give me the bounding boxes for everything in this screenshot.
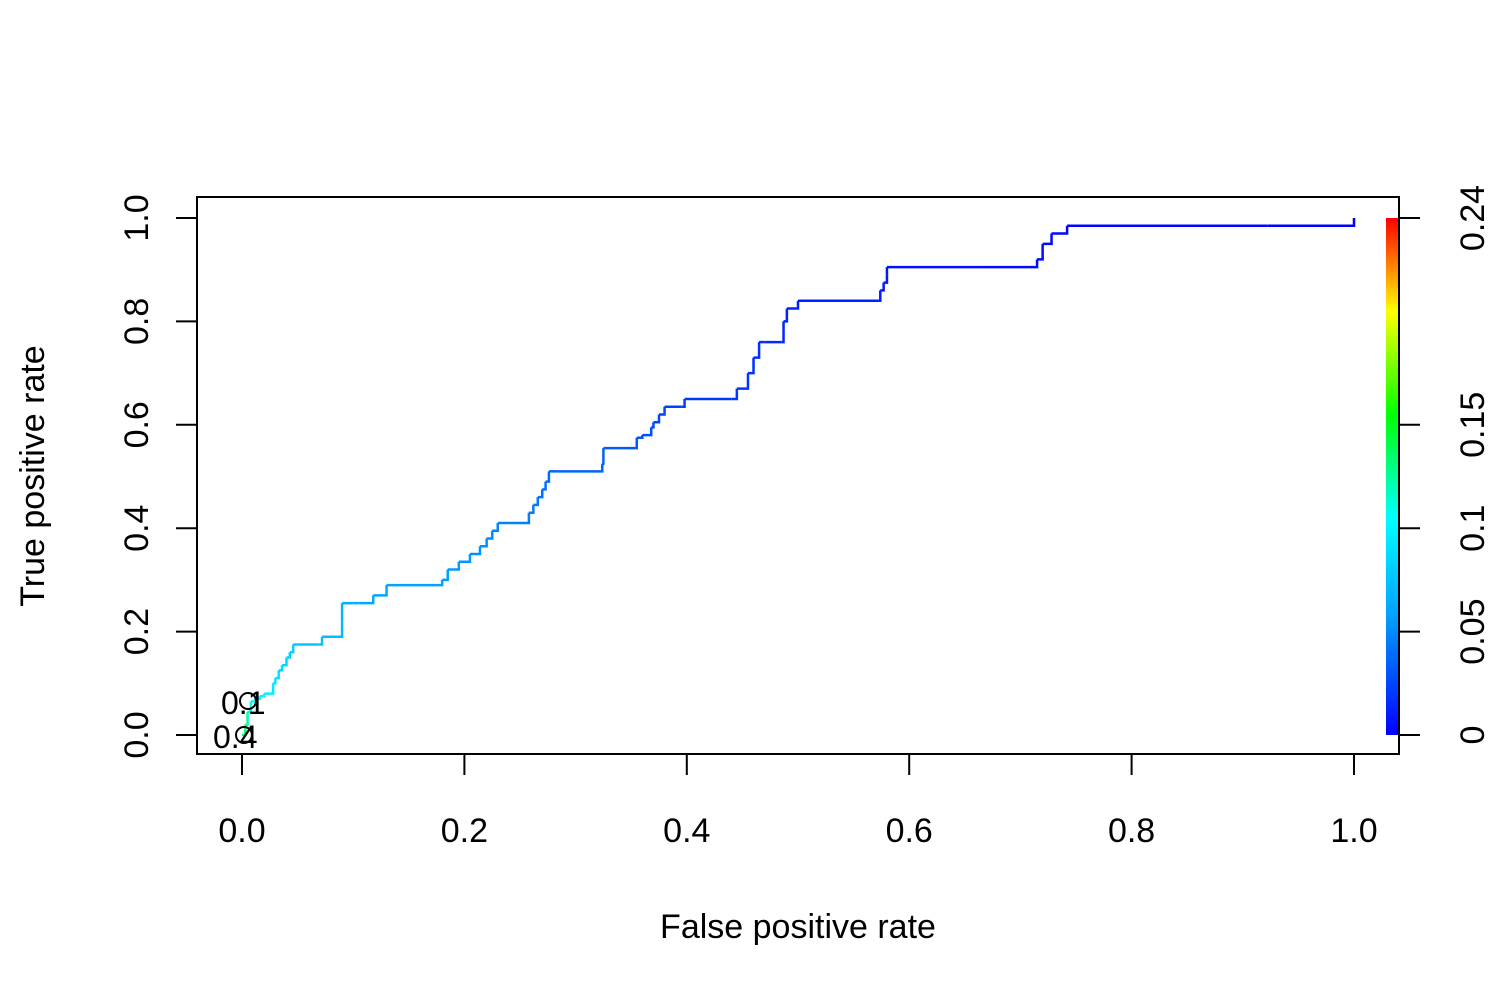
roc-segment-9 [275, 670, 280, 680]
roc-segment-50 [681, 398, 686, 408]
roc-segment-16 [319, 636, 324, 646]
roc-segment-27 [458, 554, 472, 564]
y-axis: 0.0 0.2 0.4 0.6 0.8 1.0 [118, 194, 197, 759]
x-tick-label-1: 0.2 [441, 812, 488, 850]
roc-segment-59 [783, 308, 789, 323]
roc-segment-53 [736, 373, 750, 390]
colorbar-tick-label-1: 0.05 [1454, 599, 1492, 665]
roc-segment-62 [878, 290, 882, 302]
roc-segment-7 [269, 683, 275, 695]
colorbar-tick-label-4: 0.24 [1454, 185, 1492, 251]
y-tick-label-4: 0.8 [118, 298, 156, 345]
roc-segment-41 [602, 448, 605, 465]
roc-segment-45 [642, 427, 653, 437]
colorbar-axis: 0 0.05 0.1 0.15 0.24 [1398, 185, 1492, 745]
roc-segment-44 [636, 435, 644, 439]
y-tick-label-5: 1.0 [118, 194, 156, 241]
roc-segment-31 [492, 523, 500, 533]
start-markers: 0.1 0.4 [213, 685, 265, 755]
colorbar-tick-label-0: 0 [1454, 726, 1492, 745]
threshold-label-lower: 0.4 [213, 719, 257, 755]
roc-segment-69 [1042, 233, 1053, 246]
roc-segment-35 [533, 497, 540, 507]
roc-segment-30 [486, 530, 494, 540]
roc-segment-72 [1267, 218, 1356, 228]
threshold-label-upper: 0.1 [221, 685, 265, 721]
x-tick-label-3: 0.6 [886, 812, 933, 850]
roc-segment-26 [447, 561, 461, 571]
roc-segment-1 [245, 711, 249, 726]
colorbar-tick-label-2: 0.1 [1454, 505, 1492, 552]
roc-segment-34 [528, 504, 535, 514]
roc-segment-23 [373, 585, 388, 597]
roc-segment-67 [981, 259, 1039, 269]
roc-segment-68 [1037, 243, 1044, 261]
roc-segment-11 [282, 657, 288, 667]
roc-segment-40 [558, 463, 604, 473]
roc-segment-8 [273, 678, 277, 685]
roc-segment-55 [753, 342, 761, 359]
colorbar [1386, 218, 1398, 735]
x-tick-label-0: 0.0 [218, 812, 265, 850]
roc-segment-29 [479, 538, 488, 548]
threshold-marker-upper [239, 692, 257, 710]
roc-segment-12 [286, 652, 292, 659]
x-tick-label-5: 1.0 [1330, 812, 1377, 850]
roc-segment-38 [545, 471, 551, 483]
roc-segment-52 [731, 388, 739, 401]
threshold-marker-lower [235, 726, 253, 744]
roc-segment-63 [880, 282, 885, 292]
x-tick-label-2: 0.4 [663, 812, 710, 850]
roc-segment-18 [337, 621, 344, 639]
plot-frame [196, 196, 1400, 755]
roc-segment-70 [1051, 225, 1069, 235]
y-axis-label: True positive rate [14, 345, 52, 606]
roc-segment-37 [542, 481, 547, 491]
roc-segment-25 [442, 569, 449, 582]
y-tick-label-0: 0.0 [118, 711, 156, 758]
roc-segment-60 [786, 300, 800, 310]
y-tick-label-2: 0.4 [118, 505, 156, 552]
x-tick-label-4: 0.8 [1108, 812, 1155, 850]
roc-segment-46 [651, 422, 655, 429]
y-tick-label-1: 0.2 [118, 608, 156, 655]
roc-segment-2 [247, 701, 253, 713]
roc-segment-43 [620, 437, 639, 450]
roc-segment-58 [781, 321, 785, 344]
y-tick-label-3: 0.6 [118, 401, 156, 448]
roc-segment-10 [278, 665, 284, 672]
colorbar-tick-label-3: 0.15 [1454, 392, 1492, 458]
x-axis-label: False positive rate [660, 908, 936, 946]
roc-segment-36 [537, 489, 544, 499]
roc-segment-47 [653, 414, 661, 424]
roc-segment-54 [747, 357, 755, 375]
roc-segment-48 [659, 406, 666, 416]
roc-segment-28 [469, 546, 482, 556]
roc-segment-33 [520, 512, 531, 525]
x-axis: 0.0 0.2 0.4 0.6 0.8 1.0 [218, 754, 1378, 850]
roc-segment-13 [289, 644, 295, 654]
roc-segment-24 [386, 579, 444, 587]
roc-segment-64 [883, 274, 889, 284]
roc-segment-22 [358, 595, 375, 605]
roc-curve-series [242, 218, 1356, 737]
